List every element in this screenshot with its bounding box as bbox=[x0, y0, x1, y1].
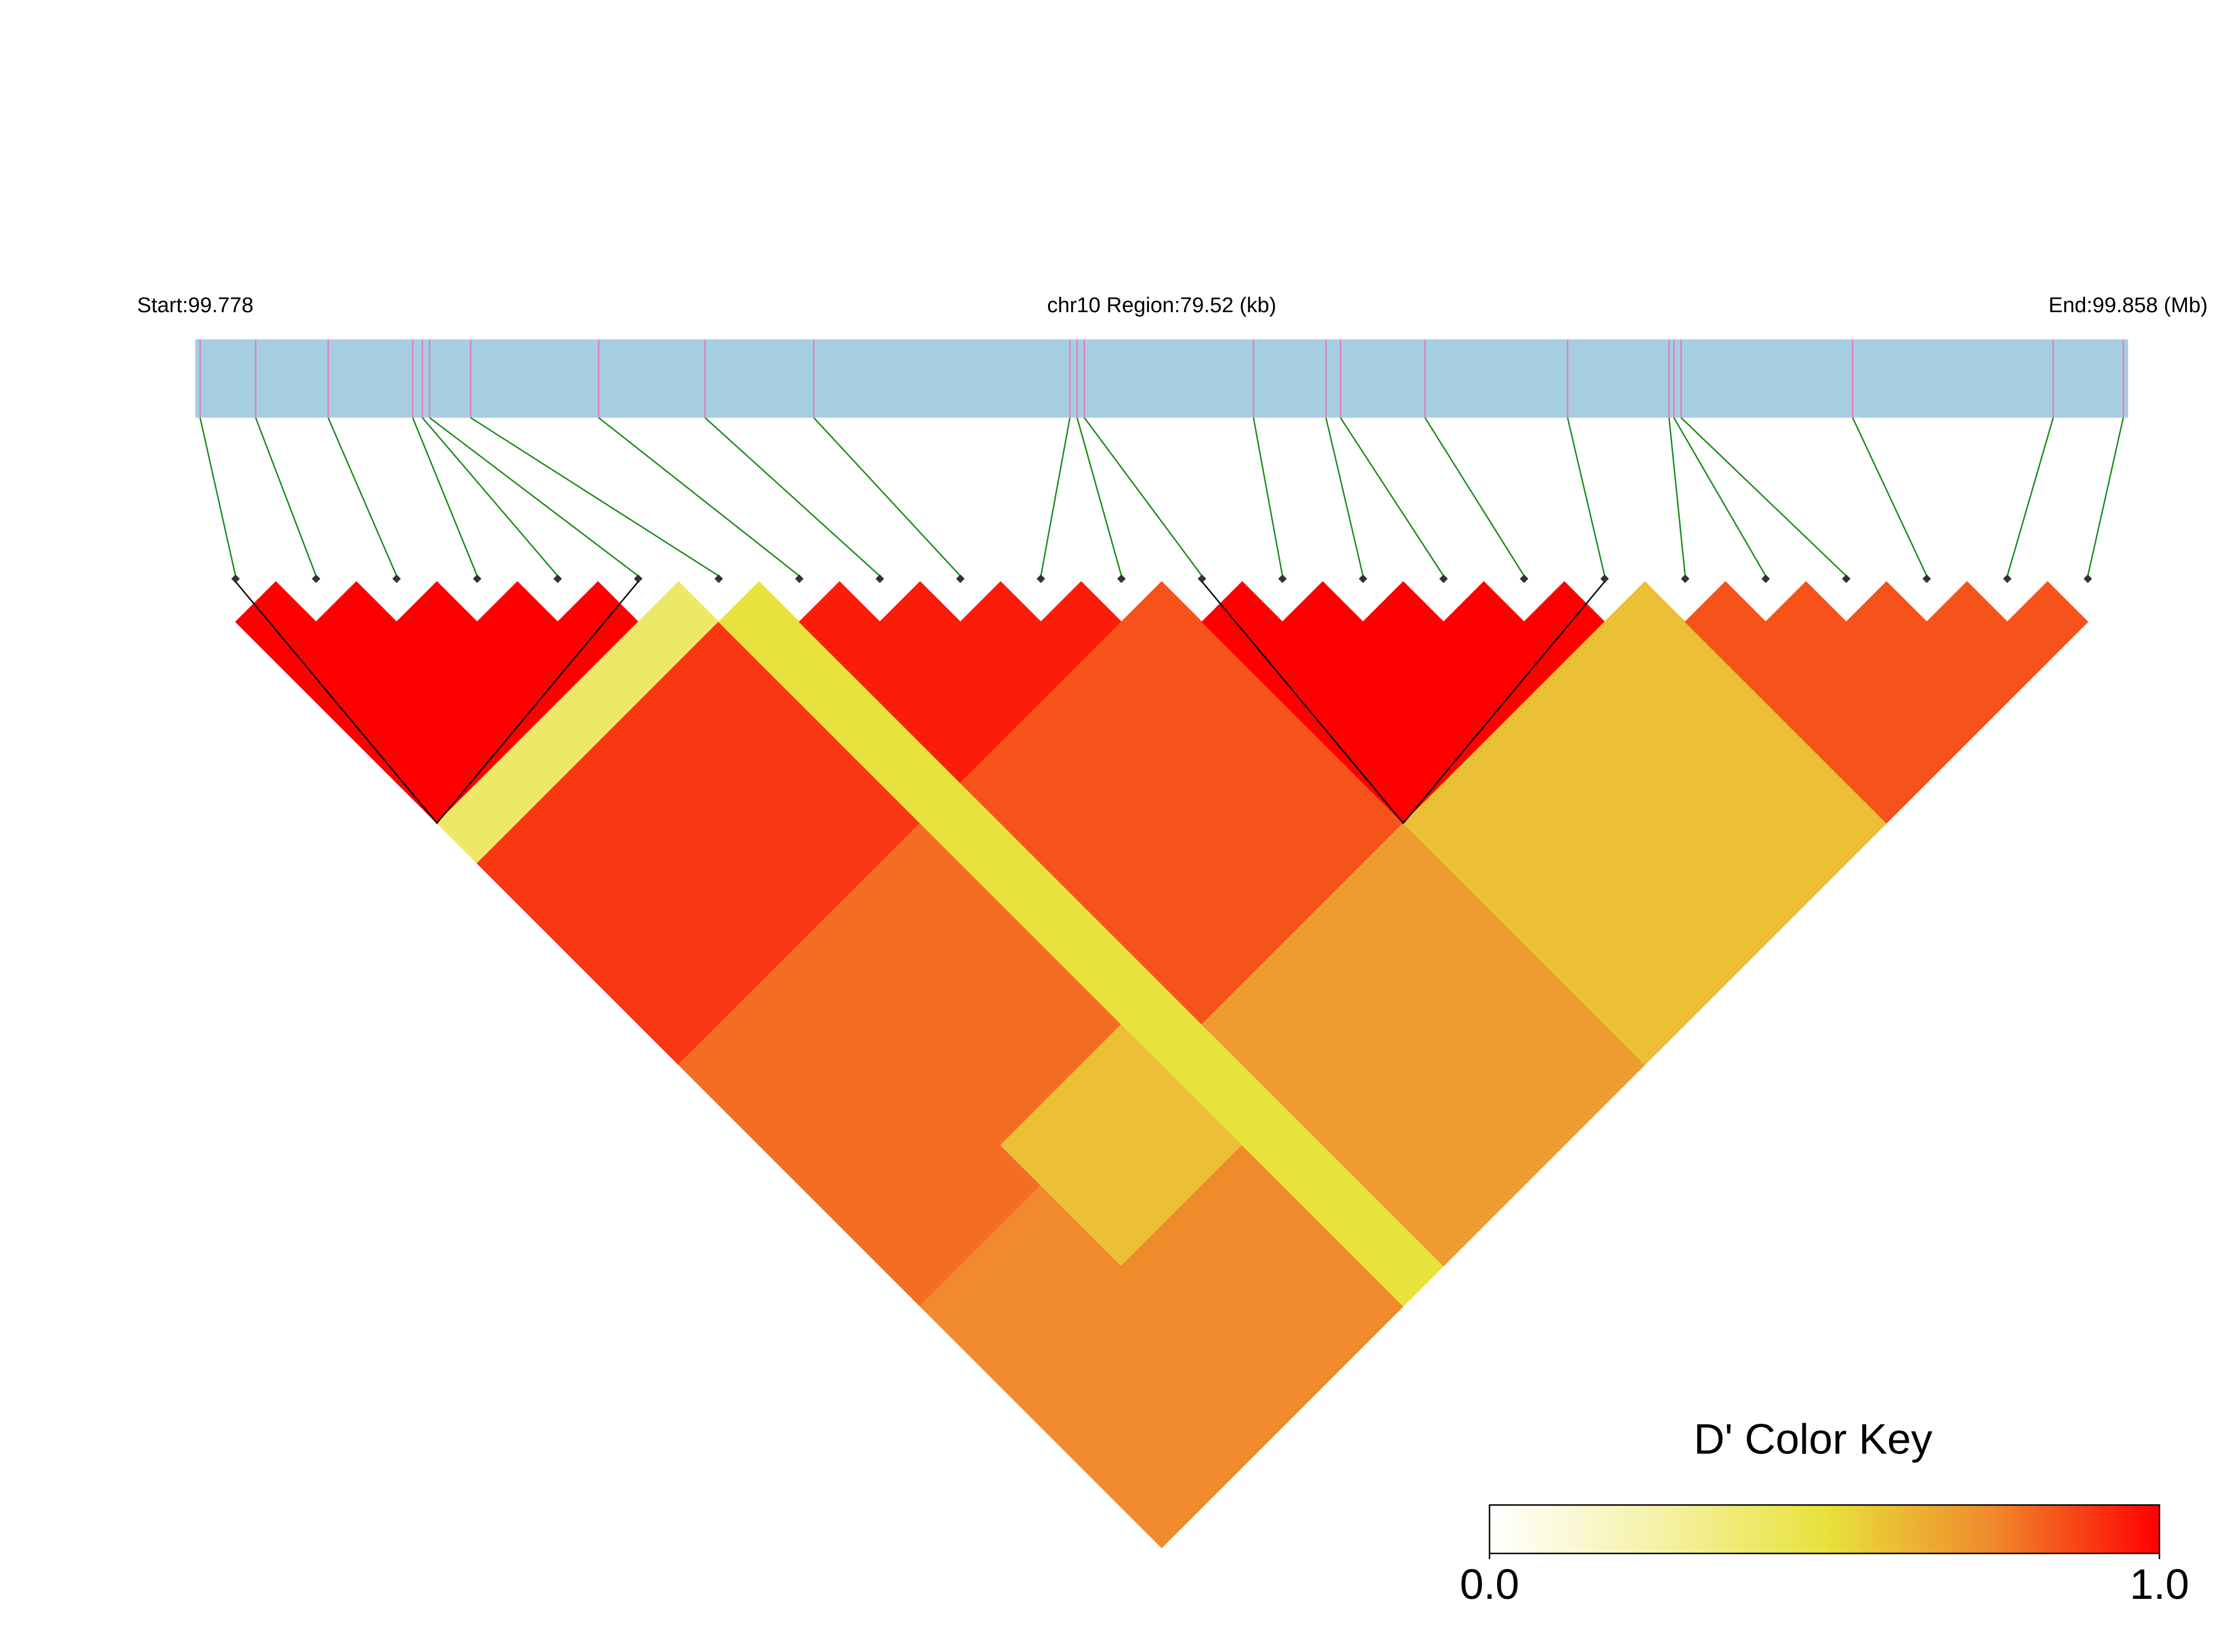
snp-connector bbox=[705, 417, 881, 577]
snp-connector bbox=[1040, 417, 1071, 576]
snp-marker bbox=[1117, 574, 1126, 583]
snp-marker bbox=[1359, 574, 1368, 583]
snp-marker bbox=[473, 574, 482, 583]
snp-marker bbox=[714, 574, 724, 583]
snp-marker bbox=[1439, 574, 1448, 583]
snp-connector bbox=[1567, 417, 1605, 576]
snp-marker bbox=[392, 574, 401, 583]
colorbar-tick-label: 0.0 bbox=[1460, 1561, 1519, 1608]
snp-marker bbox=[633, 574, 643, 583]
snp-marker bbox=[1036, 574, 1045, 583]
snp-connector bbox=[1852, 417, 1928, 577]
snp-connector bbox=[1083, 417, 1203, 577]
snp-connector bbox=[255, 417, 317, 576]
snp-connector bbox=[412, 417, 478, 576]
colorbar bbox=[1489, 1504, 2161, 1555]
snp-connector bbox=[429, 417, 639, 577]
snp-connector bbox=[1668, 417, 1686, 576]
snp-connector bbox=[1424, 417, 1525, 577]
snp-marker bbox=[1922, 574, 1931, 583]
snp-marker bbox=[956, 574, 965, 583]
colorbar-tick-label: 1.0 bbox=[2130, 1561, 2189, 1608]
snp-connector bbox=[327, 417, 397, 576]
snp-connector bbox=[470, 417, 720, 577]
snp-connector bbox=[421, 417, 558, 577]
snp-connector bbox=[1252, 417, 1284, 576]
snp-connector bbox=[1680, 417, 1847, 577]
snp-marker bbox=[1519, 574, 1529, 583]
ld-cell bbox=[2007, 581, 2088, 663]
snp-marker bbox=[1198, 574, 1206, 583]
snp-connector bbox=[199, 417, 237, 576]
snp-marker bbox=[312, 574, 321, 583]
snp-marker bbox=[2003, 574, 2012, 583]
snp-connector bbox=[1673, 417, 1767, 577]
start-label: Start:99.778 bbox=[137, 293, 253, 317]
snp-marker bbox=[1761, 574, 1770, 583]
end-label: End:99.858 (Mb) bbox=[2049, 293, 2208, 317]
snp-marker bbox=[2083, 574, 2092, 583]
snp-marker bbox=[1278, 574, 1287, 583]
snp-connector bbox=[598, 417, 800, 577]
snp-connector bbox=[813, 417, 961, 577]
snp-connector bbox=[1076, 417, 1123, 576]
snp-marker bbox=[875, 574, 884, 583]
snp-marker bbox=[795, 574, 804, 583]
snp-marker bbox=[1600, 574, 1609, 583]
snp-marker bbox=[1680, 574, 1690, 583]
snp-connector bbox=[2006, 417, 2054, 576]
position-bar bbox=[195, 339, 2128, 418]
snp-connector bbox=[1340, 417, 1444, 577]
ld-block-outline bbox=[1201, 581, 1605, 825]
region-label: chr10 Region:79.52 (kb) bbox=[1047, 293, 1276, 317]
snp-marker bbox=[231, 574, 240, 583]
snp-connector bbox=[1325, 417, 1364, 576]
colorbar-title: D' Color Key bbox=[1694, 1415, 1933, 1463]
ld-block-outline bbox=[234, 581, 639, 825]
snp-marker bbox=[553, 574, 562, 583]
snp-marker bbox=[1842, 574, 1851, 583]
snp-connector bbox=[2087, 417, 2124, 576]
